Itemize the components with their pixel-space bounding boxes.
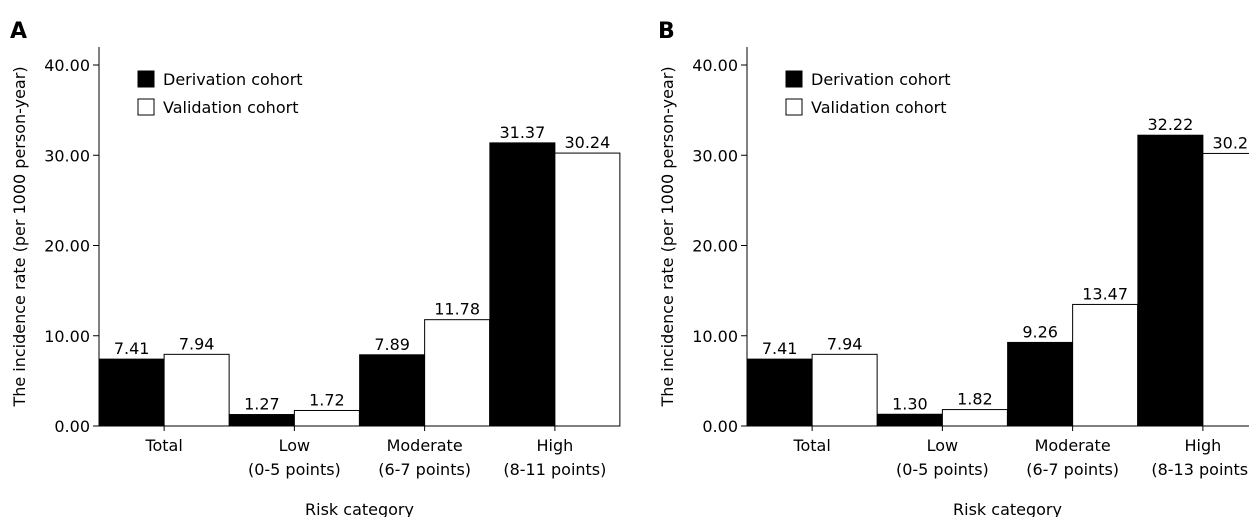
chart-a-panel-label: A (10, 19, 27, 44)
chart-a-data-label: 1.72 (309, 390, 345, 409)
chart-a-x-axis-label: Risk category (305, 500, 414, 517)
chart-a-legend-label: Derivation cohort (163, 70, 303, 89)
chart-b-data-label: 1.30 (892, 394, 928, 413)
chart-b-bar-derivation (876, 413, 943, 427)
chart-a-bar-derivation (228, 414, 295, 427)
chart-a-bar-derivation (98, 358, 165, 427)
chart-b-panel-label: B (658, 19, 675, 44)
chart-a-y-tick-label: 40.00 (44, 56, 90, 75)
chart-a-bar-validation (424, 319, 491, 427)
chart-a-y-tick-label: 20.00 (44, 237, 90, 256)
chart-b-bar-derivation (1007, 341, 1074, 427)
chart-a-bar-validation (554, 152, 621, 427)
chart-b-data-label: 7.41 (762, 339, 798, 358)
chart-b-x-tick-label: Total (792, 436, 830, 455)
chart-b-data-label: 30.20 (1212, 133, 1249, 152)
chart-a-data-label: 7.94 (179, 334, 215, 353)
chart-b-x-tick-label: Low (927, 436, 959, 455)
chart-b-bar-derivation (746, 358, 813, 427)
chart-a-data-label: 30.24 (564, 133, 610, 152)
chart-b-data-label: 9.26 (1022, 322, 1058, 341)
chart-panel-b: B 0.00 10.00 20.00 30.00 40.00 The incidence r… (648, 0, 1249, 519)
chart-b-y-tick-label: 30.00 (692, 146, 738, 165)
chart-b-legend-label: Derivation cohort (811, 70, 951, 89)
chart-a-x-tick-label: (0-5 points) (248, 460, 341, 479)
chart-b-svg: B 0.00 10.00 20.00 30.00 40.00 The incidence r… (658, 19, 1249, 519)
chart-a-y-axis-label: The incidence rate (per 1000 person-year… (10, 66, 29, 407)
chart-b-bar-validation (811, 353, 878, 427)
chart-a-data-label: 31.37 (499, 123, 545, 142)
chart-b-x-tick-label: Moderate (1035, 436, 1111, 455)
chart-b-data-label: 1.82 (957, 390, 993, 409)
chart-a-data-label: 7.89 (374, 335, 410, 354)
chart-a-bar-validation (293, 409, 360, 427)
chart-b-y-tick-label: 10.00 (692, 327, 738, 346)
chart-a-svg: A 0.00 10.00 20.00 30.00 40.00 The incidence r… (10, 19, 621, 519)
chart-b-bar-validation (941, 409, 1008, 427)
chart-b-bar-validation (1202, 152, 1249, 427)
chart-b-x-tick-label: (6-7 points) (1026, 460, 1119, 479)
chart-panel-a: A 0.00 10.00 20.00 30.00 40.00 The incidence r… (0, 0, 624, 519)
chart-a-legend-label: Validation cohort (163, 98, 298, 117)
chart-a-bar-validation (163, 353, 230, 427)
chart-a-y-tick-label: 0.00 (54, 417, 90, 436)
chart-a-y-tick-label: 30.00 (44, 146, 90, 165)
chart-a-y-tick-label: 10.00 (44, 327, 90, 346)
chart-b-y-tick-label: 20.00 (692, 237, 738, 256)
chart-b-x-tick-label: High (1184, 436, 1221, 455)
chart-a-data-label: 1.27 (244, 395, 280, 414)
chart-a-x-tick-label: Moderate (387, 436, 463, 455)
chart-a-legend-swatch (137, 70, 155, 88)
chart-b-bar-validation (1072, 303, 1139, 427)
chart-b-data-label: 7.94 (827, 334, 863, 353)
chart-a-x-tick-label: (6-7 points) (378, 460, 471, 479)
chart-a-x-tick-label: High (536, 436, 573, 455)
chart-b-legend-label: Validation cohort (811, 98, 946, 117)
chart-b-x-tick-label: (8-13 points) (1151, 460, 1249, 479)
chart-b-y-tick-label: 0.00 (702, 417, 738, 436)
chart-b-data-label: 32.22 (1147, 115, 1193, 134)
chart-a-bar-derivation (489, 142, 556, 427)
chart-b-data-label: 13.47 (1082, 284, 1128, 303)
chart-b-x-axis-label: Risk category (953, 500, 1062, 517)
chart-a-legend-swatch (137, 98, 155, 116)
chart-a-bar-derivation (359, 354, 426, 427)
chart-b-y-axis-label: The incidence rate (per 1000 person-year… (658, 66, 677, 407)
chart-b-bar-derivation (1137, 134, 1204, 427)
chart-b-legend-swatch (785, 98, 803, 116)
chart-a-x-tick-label: Total (144, 436, 182, 455)
chart-a-data-label: 7.41 (114, 339, 150, 358)
chart-a-x-tick-label: Low (279, 436, 311, 455)
chart-a-x-tick-label: (8-11 points) (503, 460, 606, 479)
chart-b-legend-swatch (785, 70, 803, 88)
chart-b-x-tick-label: (0-5 points) (896, 460, 989, 479)
chart-b-y-tick-label: 40.00 (692, 56, 738, 75)
chart-a-data-label: 11.78 (434, 300, 480, 319)
